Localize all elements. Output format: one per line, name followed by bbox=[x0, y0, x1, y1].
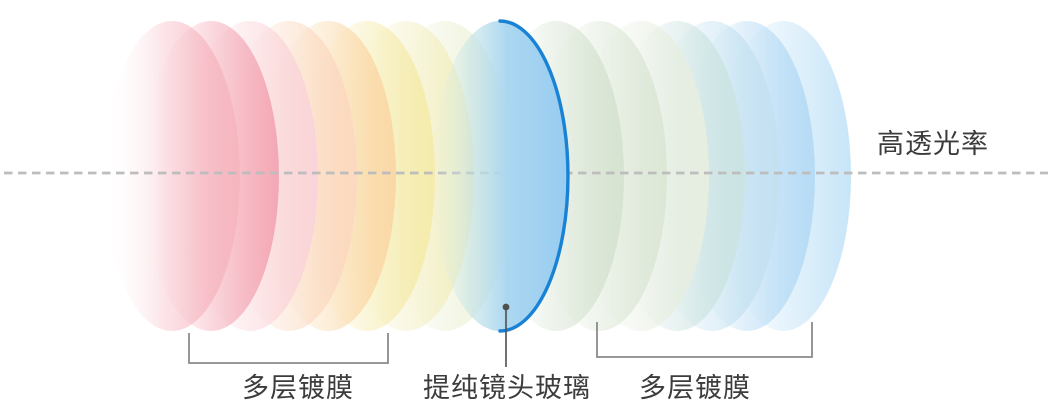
right-coating-bracket bbox=[596, 322, 813, 358]
right-coating-label: 多层镀膜 bbox=[639, 373, 751, 403]
glass-label: 提纯镜头玻璃 bbox=[423, 373, 591, 403]
glass-lens bbox=[432, 19, 570, 333]
coating-layer-ellipse bbox=[104, 21, 240, 331]
left-coating-label: 多层镀膜 bbox=[242, 373, 354, 403]
left-coating-bracket bbox=[188, 333, 389, 364]
glass-lens-outline-arc bbox=[498, 19, 570, 333]
glass-lens-ellipse bbox=[432, 21, 568, 331]
glass-pointer-dot bbox=[502, 303, 510, 311]
transmittance-label: 高透光率 bbox=[877, 129, 989, 159]
